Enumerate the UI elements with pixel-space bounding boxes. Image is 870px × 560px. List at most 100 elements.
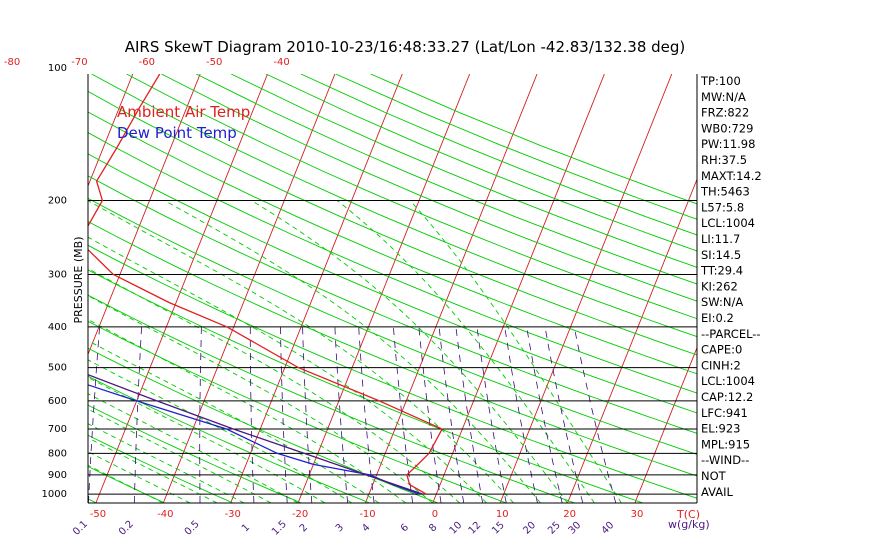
mixing-ratio-line xyxy=(476,326,507,503)
index-value: TT:29.4 xyxy=(700,264,743,278)
mixing-ratio-line xyxy=(133,326,142,503)
mixing-ratio-line xyxy=(455,326,484,503)
mixing-ratio-tick-label: 0.2 xyxy=(117,519,136,538)
dry-adiabat-line xyxy=(88,434,234,503)
dry-adiabat-line xyxy=(88,320,507,503)
bottom-temp-tick-label: -10 xyxy=(359,509,375,520)
bottom-temp-tick-label: -40 xyxy=(157,509,173,520)
legend-entry: Dew Point Temp xyxy=(117,124,237,142)
mixing-ratio-line xyxy=(438,326,465,503)
bottom-temp-tick-label: 20 xyxy=(563,509,576,520)
mixing-ratio-line xyxy=(418,326,442,503)
bottom-temp-tick-label: -20 xyxy=(292,509,308,520)
pressure-tick-label: 100 xyxy=(48,63,67,74)
dry-adiabat-line xyxy=(88,197,697,455)
top-temp-tick-label: -40 xyxy=(273,57,289,68)
index-value: --WIND-- xyxy=(701,453,749,467)
index-value: EL:923 xyxy=(701,422,741,436)
mixing-ratio-tick-label: 2 xyxy=(298,522,310,534)
index-value: WB0:729 xyxy=(701,121,753,135)
top-temp-tick-label: -70 xyxy=(71,57,87,68)
series-line xyxy=(88,74,444,495)
mixing-ratio-line xyxy=(573,326,617,503)
dry-adiabat-line xyxy=(88,269,644,503)
moist-adiabat-line xyxy=(336,200,595,503)
mixing-ratio-tick-label: 20 xyxy=(521,520,538,537)
mixing-ratio-tick-label: 12 xyxy=(467,520,484,537)
pressure-tick-label: 1000 xyxy=(42,489,67,500)
isotherm-line xyxy=(364,74,538,503)
moist-adiabat-line xyxy=(88,376,326,503)
mixing-ratio-line xyxy=(280,326,288,503)
mixing-ratio-tick-label: 25 xyxy=(546,520,563,537)
mixing-ratio-tick-label: 1 xyxy=(240,522,252,534)
legend: Ambient Air Temp Dew Point Temp xyxy=(117,103,250,142)
isotherm-line xyxy=(432,74,605,503)
index-value: TH:5463 xyxy=(700,185,750,199)
pressure-tick-labels: 100 200 300 400 500 600 700 800 900 1000 xyxy=(42,63,67,500)
isotherm-line xyxy=(499,74,673,503)
index-value: NOT xyxy=(701,469,727,483)
index-value: AVAIL xyxy=(701,485,734,499)
index-value: LI:11.7 xyxy=(701,232,740,246)
dry-adiabat-lines xyxy=(88,74,697,503)
top-temp-tick-label: -50 xyxy=(206,57,222,68)
x-axis-label: T(C) xyxy=(676,508,700,521)
mixing-ratio-line xyxy=(249,326,255,503)
top-temp-tick-label: -80 xyxy=(4,57,20,68)
dry-adiabat-line xyxy=(88,375,370,503)
pressure-tick-label: 400 xyxy=(48,322,67,333)
mixing-ratio-line xyxy=(544,326,584,503)
moist-adiabat-line xyxy=(88,268,461,503)
top-temp-tick-labels: -120-110-100-90-80-70-60-50-40 xyxy=(4,57,290,68)
mixing-ratio-line xyxy=(334,326,349,503)
mixing-ratio-tick-label: 10 xyxy=(448,520,465,537)
isotherm-line xyxy=(230,74,403,503)
legend-entry: Ambient Air Temp xyxy=(117,103,250,121)
moist-adiabat-line xyxy=(88,408,272,503)
index-value: LCL:1004 xyxy=(701,216,755,230)
mixing-ratio-tick-label: 0.5 xyxy=(183,519,202,538)
pressure-tick-label: 800 xyxy=(48,448,67,459)
dry-adiabat-line xyxy=(335,74,697,220)
index-value: L57:5.8 xyxy=(701,200,744,214)
dry-adiabat-line xyxy=(196,74,697,285)
pressure-lines xyxy=(88,199,697,504)
index-value: SI:14.5 xyxy=(701,248,741,262)
moist-adiabat-line xyxy=(88,451,191,503)
pressure-tick-label: 200 xyxy=(48,195,67,206)
index-value: SW:N/A xyxy=(701,295,743,309)
mixing-ratio-tick-labels: 0.1 0.2 0.5 1 1.5 2 3 4 6 8 10 12 15 20 25 30 40 xyxy=(71,519,616,538)
dry-adiabat-line xyxy=(88,244,697,499)
mixing-ratio-tick-label: 1.5 xyxy=(270,519,289,538)
moist-adiabat-line xyxy=(88,318,407,503)
isotherm-line xyxy=(297,74,471,503)
index-value: --PARCEL-- xyxy=(701,327,761,341)
mixing-ratio-tick-label: 6 xyxy=(399,522,411,534)
dry-adiabat-line xyxy=(88,90,697,356)
chart-title: AIRS SkewT Diagram 2010-10-23/16:48:33.2… xyxy=(125,38,686,56)
bottom-temp-tick-label: -50 xyxy=(90,509,106,520)
mixing-ratio-line xyxy=(358,326,375,503)
dry-adiabat-line xyxy=(88,404,302,503)
index-value: CAP:12.2 xyxy=(701,390,753,404)
bottom-temp-tick-label: -30 xyxy=(225,509,241,520)
bottom-temp-tick-label: 0 xyxy=(432,509,438,520)
dry-adiabat-line xyxy=(265,74,697,252)
pressure-tick-label: 600 xyxy=(48,396,67,407)
moist-adiabat-line xyxy=(251,200,568,503)
mixing-ratio-lines xyxy=(88,326,617,503)
mixing-ratio-line xyxy=(88,326,100,503)
dry-adiabat-line xyxy=(88,111,697,375)
dry-adiabat-line xyxy=(230,74,697,268)
isotherm-line xyxy=(88,74,201,356)
dry-adiabat-line xyxy=(91,74,697,338)
isotherm-line xyxy=(95,74,268,503)
series-line xyxy=(88,374,424,495)
dry-adiabat-line xyxy=(88,175,697,434)
isotherm-line xyxy=(567,178,697,503)
bottom-temp-tick-labels: -50 -40 -30 -20 -10 0 10 20 30 xyxy=(90,509,644,520)
dry-adiabat-line xyxy=(161,74,697,302)
